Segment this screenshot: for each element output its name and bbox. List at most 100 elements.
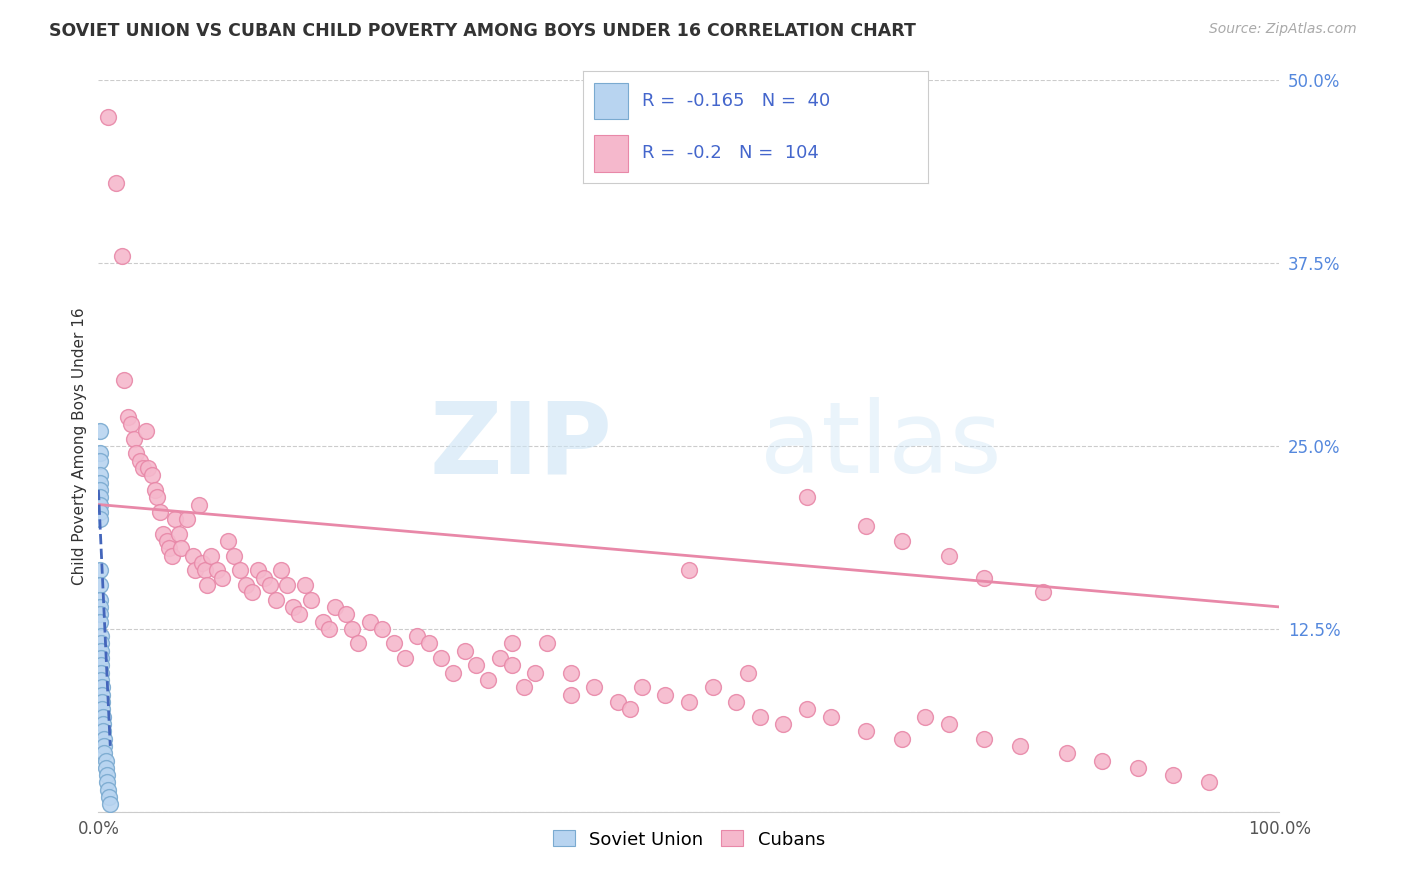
Point [583,681,606,695]
Point [382,636,405,650]
Point [253,571,276,585]
Point [90,673,112,687]
Point [406,629,429,643]
Point [524,665,547,680]
Point [796,490,818,504]
Point [229,563,252,577]
Text: R =  -0.2   N =  104: R = -0.2 N = 104 [643,145,818,162]
Point [94,754,117,768]
Point [91,717,114,731]
Point [132,461,155,475]
Point [318,622,340,636]
Point [96,775,118,789]
Point [335,607,357,622]
Point [90,644,112,658]
Point [89,505,111,519]
Point [91,702,114,716]
Point [890,731,912,746]
Point [125,446,148,460]
Point [200,549,222,563]
Point [90,636,112,650]
Point [135,425,157,439]
Point [93,731,115,746]
Point [93,739,115,753]
Point [111,249,134,263]
Point [938,549,960,563]
Point [89,578,111,592]
Point [240,585,263,599]
Point [477,673,499,687]
Point [176,512,198,526]
Point [89,592,111,607]
Point [181,549,204,563]
Point [371,622,394,636]
Point [1198,775,1220,789]
Point [430,651,453,665]
Point [91,695,114,709]
Point [194,563,217,577]
Point [441,665,464,680]
Point [91,681,114,695]
Point [184,563,207,577]
Point [89,490,111,504]
Point [170,541,193,556]
Point [394,651,416,665]
Point [152,526,174,541]
Point [89,475,111,490]
Point [89,563,111,577]
Point [91,724,114,739]
Point [143,483,166,497]
FancyBboxPatch shape [593,135,628,171]
Point [299,592,322,607]
Point [217,534,239,549]
Point [149,505,172,519]
Point [89,607,111,622]
Point [117,409,139,424]
Point [855,724,877,739]
Point [725,695,748,709]
Text: R =  -0.165   N =  40: R = -0.165 N = 40 [643,92,831,110]
Point [97,110,120,124]
Point [128,453,150,467]
Point [98,797,121,812]
Point [1008,739,1031,753]
Point [512,681,534,695]
Point [560,688,582,702]
Point [630,681,652,695]
Point [678,563,700,577]
Point [90,629,112,643]
Point [312,615,335,629]
Point [501,658,523,673]
Point [195,578,218,592]
Text: SOVIET UNION VS CUBAN CHILD POVERTY AMONG BOYS UNDER 16 CORRELATION CHART: SOVIET UNION VS CUBAN CHILD POVERTY AMON… [49,22,917,40]
Point [89,615,111,629]
Point [160,549,183,563]
Point [98,790,121,805]
FancyBboxPatch shape [593,83,628,120]
Point [1161,768,1184,782]
Point [702,681,724,695]
Point [973,571,995,585]
Point [737,665,759,680]
Point [89,498,111,512]
Point [89,599,111,614]
Point [191,556,214,570]
Point [914,709,936,723]
Point [347,636,370,650]
Point [90,665,112,680]
Point [91,709,114,723]
Point [938,717,960,731]
Point [654,688,676,702]
Point [418,636,440,650]
Point [93,746,115,760]
Point [89,483,111,497]
Point [270,563,292,577]
Point [121,417,143,431]
Point [359,615,381,629]
Point [96,768,118,782]
Point [205,563,228,577]
Point [90,658,112,673]
Point [619,702,641,716]
Legend: Soviet Union, Cubans: Soviet Union, Cubans [544,822,834,857]
Point [288,607,311,622]
